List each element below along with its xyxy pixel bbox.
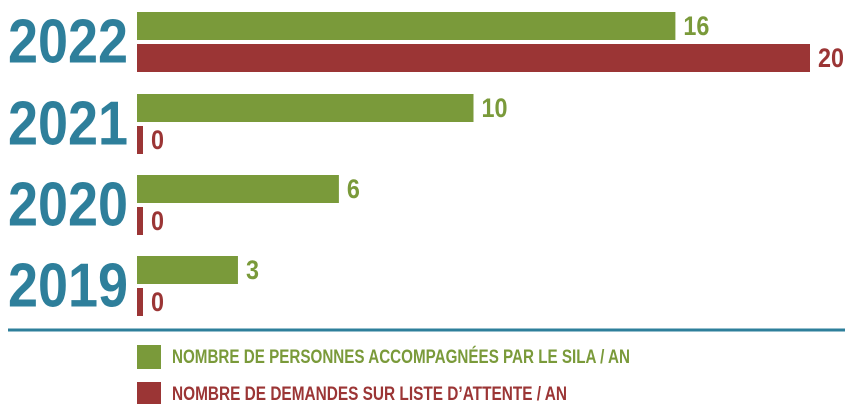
category-label: 2020 xyxy=(8,170,128,239)
value-label: 0 xyxy=(151,125,164,155)
value-label: 6 xyxy=(347,174,360,204)
legend-swatch xyxy=(137,382,161,404)
bar xyxy=(137,12,676,40)
value-label: 3 xyxy=(246,255,259,285)
bar xyxy=(137,126,143,154)
value-label: 0 xyxy=(151,206,164,236)
category-label: 2022 xyxy=(8,7,128,76)
value-label: 20 xyxy=(818,43,844,73)
category-label: 2021 xyxy=(8,89,128,158)
bar xyxy=(137,94,474,122)
bar xyxy=(137,44,810,72)
bar xyxy=(137,207,143,235)
category-label: 2019 xyxy=(8,251,128,320)
bar xyxy=(137,175,339,203)
legend-swatch xyxy=(137,345,161,369)
value-label: 10 xyxy=(482,93,508,123)
legend-label: NOMBRE DE DEMANDES SUR LISTE D’ATTENTE /… xyxy=(172,384,567,404)
value-label: 0 xyxy=(151,287,164,317)
bar xyxy=(137,288,143,316)
value-label: 16 xyxy=(683,11,709,41)
legend-label: NOMBRE DE PERSONNES ACCOMPAGNÉES PAR LE … xyxy=(172,346,630,368)
bar xyxy=(137,256,238,284)
